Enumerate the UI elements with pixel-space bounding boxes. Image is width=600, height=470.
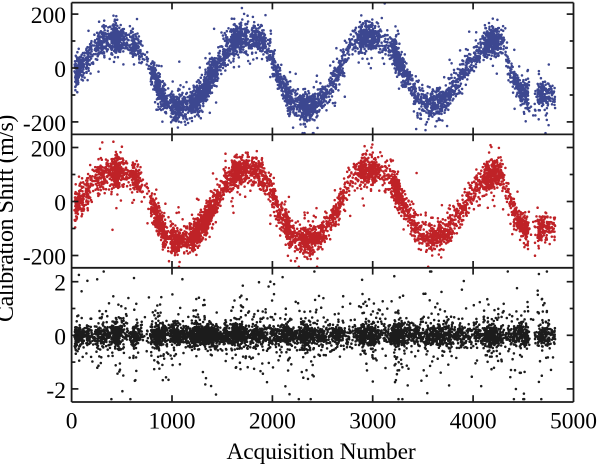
svg-text:3000: 3000 <box>349 409 396 435</box>
svg-text:0: 0 <box>66 409 78 435</box>
svg-text:0: 0 <box>54 57 66 83</box>
svg-text:2: 2 <box>54 271 66 297</box>
svg-text:-2: -2 <box>46 378 66 404</box>
svg-text:5000: 5000 <box>550 409 597 435</box>
svg-text:200: 200 <box>31 137 66 163</box>
svg-text:-200: -200 <box>23 245 66 271</box>
svg-text:4000: 4000 <box>450 409 497 435</box>
svg-text:200: 200 <box>31 3 66 29</box>
svg-text:2000: 2000 <box>249 409 296 435</box>
svg-text:Calibration Shift (m/s): Calibration Shift (m/s) <box>0 115 19 322</box>
svg-text:0: 0 <box>54 324 66 350</box>
svg-text:0: 0 <box>54 191 66 217</box>
svg-text:1000: 1000 <box>149 409 196 435</box>
svg-text:Acquisition Number: Acquisition Number <box>227 439 416 465</box>
svg-text:-200: -200 <box>23 111 66 137</box>
